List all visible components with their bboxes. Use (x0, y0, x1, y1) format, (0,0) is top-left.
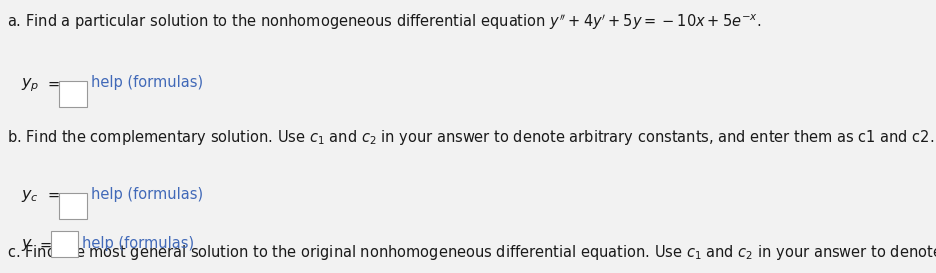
Text: $=$: $=$ (45, 75, 61, 90)
FancyBboxPatch shape (59, 81, 87, 107)
Text: $y_p$: $y_p$ (21, 76, 39, 94)
Text: help (formulas): help (formulas) (91, 75, 203, 90)
FancyBboxPatch shape (59, 193, 87, 219)
Text: a. Find a particular solution to the nonhomogeneous differential equation $y'' +: a. Find a particular solution to the non… (7, 13, 762, 32)
Text: help (formulas): help (formulas) (82, 236, 195, 251)
Text: $=$: $=$ (37, 236, 53, 251)
Text: $y$: $y$ (21, 238, 33, 253)
Text: $y_c$: $y_c$ (21, 188, 38, 204)
Text: help (formulas): help (formulas) (91, 187, 203, 202)
Text: $=$: $=$ (45, 187, 61, 202)
Text: c. Find the most general solution to the original nonhomogeneous differential eq: c. Find the most general solution to the… (7, 243, 936, 262)
Text: b. Find the complementary solution. Use $c_1$ and $c_2$ in your answer to denote: b. Find the complementary solution. Use … (7, 128, 935, 147)
